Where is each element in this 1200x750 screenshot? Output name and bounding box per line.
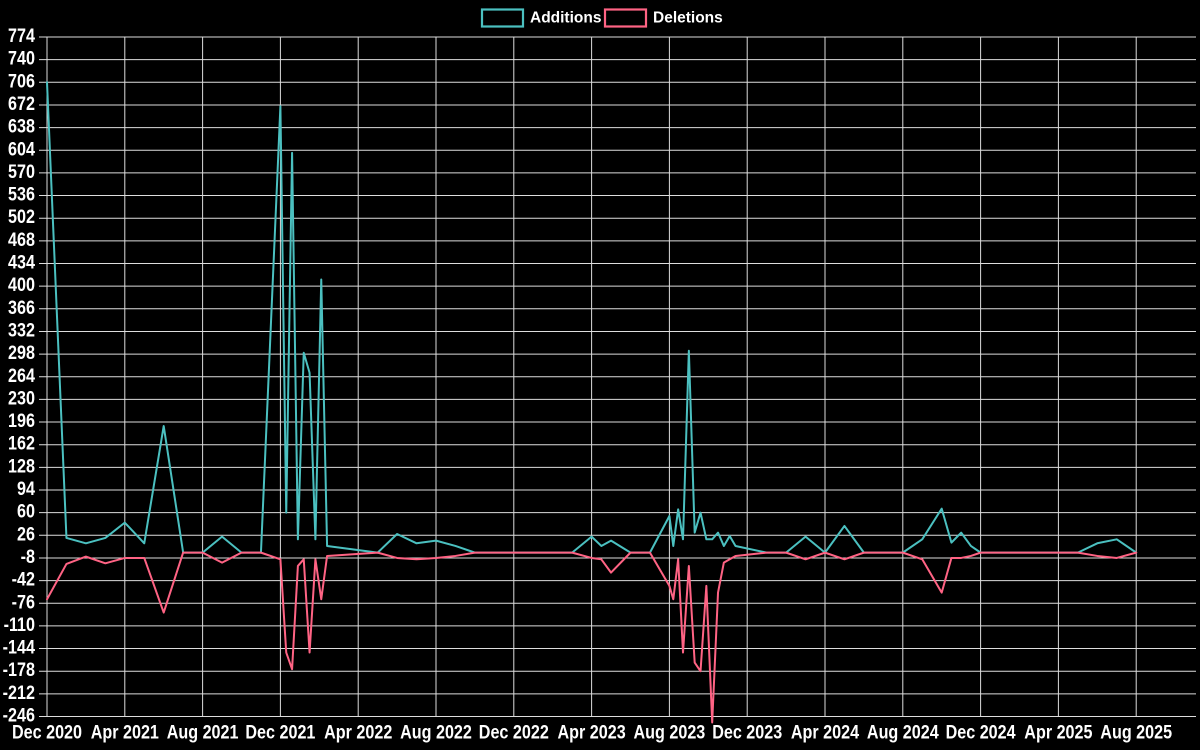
svg-text:26: 26 [17, 523, 35, 545]
svg-text:Aug 2023: Aug 2023 [634, 721, 706, 743]
svg-text:298: 298 [8, 342, 35, 364]
svg-text:264: 264 [8, 365, 35, 387]
svg-text:604: 604 [8, 138, 35, 160]
svg-text:-42: -42 [12, 568, 36, 590]
svg-text:Dec 2021: Dec 2021 [245, 721, 315, 743]
svg-text:Dec 2023: Dec 2023 [712, 721, 782, 743]
svg-text:94: 94 [17, 478, 35, 500]
svg-text:638: 638 [8, 115, 35, 137]
svg-text:Aug 2024: Aug 2024 [867, 721, 939, 743]
svg-text:Apr 2024: Apr 2024 [791, 721, 859, 743]
svg-text:-178: -178 [3, 659, 35, 681]
svg-text:Apr 2022: Apr 2022 [324, 721, 392, 743]
svg-text:332: 332 [8, 319, 35, 341]
svg-text:Aug 2021: Aug 2021 [167, 721, 239, 743]
svg-text:400: 400 [8, 274, 35, 296]
svg-text:-110: -110 [4, 614, 36, 636]
svg-text:570: 570 [8, 161, 35, 183]
svg-text:Apr 2023: Apr 2023 [557, 721, 625, 743]
svg-text:196: 196 [8, 410, 35, 432]
svg-text:Deletions: Deletions [653, 10, 723, 27]
svg-text:Dec 2022: Dec 2022 [479, 721, 549, 743]
svg-text:706: 706 [8, 70, 35, 92]
svg-text:Apr 2025: Apr 2025 [1024, 721, 1092, 743]
svg-text:60: 60 [17, 500, 35, 522]
svg-text:-212: -212 [3, 682, 35, 704]
svg-text:Dec 2020: Dec 2020 [12, 721, 82, 743]
svg-text:Aug 2022: Aug 2022 [400, 721, 472, 743]
svg-text:128: 128 [8, 455, 35, 477]
svg-text:Apr 2021: Apr 2021 [91, 721, 159, 743]
svg-text:468: 468 [8, 229, 35, 251]
svg-text:230: 230 [8, 387, 35, 409]
svg-text:Dec 2024: Dec 2024 [946, 721, 1016, 743]
svg-text:-144: -144 [3, 636, 35, 658]
svg-text:Additions: Additions [530, 10, 601, 27]
svg-text:434: 434 [8, 251, 35, 273]
svg-text:-8: -8 [21, 546, 36, 568]
svg-text:162: 162 [8, 432, 35, 454]
svg-text:-76: -76 [12, 591, 36, 613]
svg-text:502: 502 [8, 206, 35, 228]
svg-text:366: 366 [8, 297, 35, 319]
svg-text:536: 536 [8, 183, 35, 205]
svg-text:774: 774 [8, 25, 35, 47]
svg-text:Aug 2025: Aug 2025 [1100, 721, 1172, 743]
svg-text:672: 672 [8, 93, 35, 115]
svg-text:740: 740 [8, 47, 35, 69]
